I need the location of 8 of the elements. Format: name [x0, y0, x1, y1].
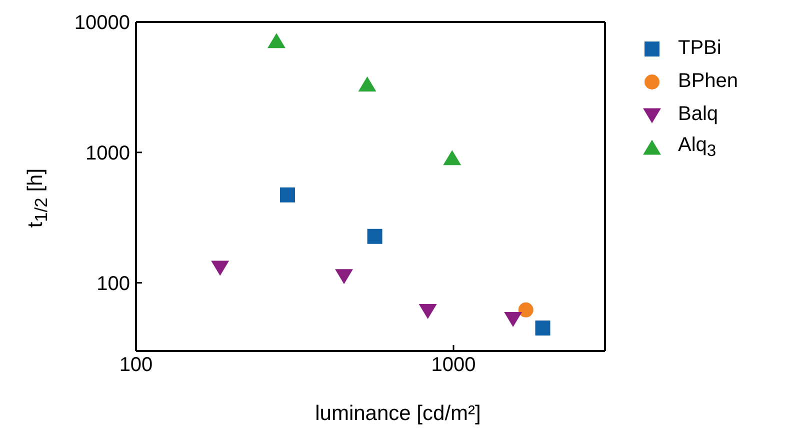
legend-label: BPhen: [678, 70, 738, 93]
x-axis-title: luminance [cd/m²]: [314, 402, 482, 426]
legend-label: Balq: [678, 103, 718, 126]
y-tick-label: 10000: [74, 12, 130, 34]
legend-label: TPBi: [678, 37, 722, 60]
legend-label: Alq$_{3}$: [678, 134, 716, 161]
y-tick-label: 100: [96, 272, 130, 295]
y-tick-label: 1000: [86, 142, 130, 165]
